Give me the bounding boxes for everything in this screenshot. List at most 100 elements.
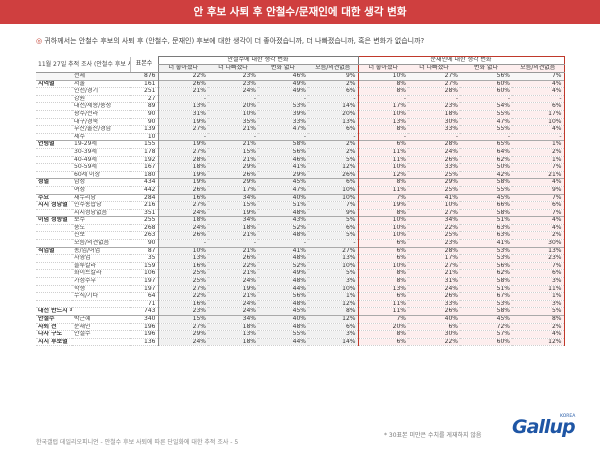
row-sample-size: 196 [130, 330, 158, 339]
row-sample-size: 136 [130, 338, 158, 347]
table-row: 화이트칼라 106 25% 21% 49% 5% 8% 21% 62% 6% [36, 269, 565, 279]
ahn-cell: 14% [308, 338, 358, 347]
ahn-cell: - [157, 133, 208, 142]
ahn-cell: - [308, 95, 358, 104]
moon-cell: 11% [357, 156, 408, 165]
ahn-cell: 6% [308, 178, 358, 187]
row-subgroup: 안철수 [72, 330, 130, 339]
row-sample-size: 87 [130, 246, 158, 256]
moon-cell: 30% [512, 239, 565, 248]
moon-cell: 10% [512, 118, 565, 127]
table-row: 다자 구도 안철수 196 29% 13% 55% 3% 8% 30% 57% 4% [36, 330, 565, 339]
row-sample-size: 216 [130, 201, 158, 210]
moon-cell: 25% [408, 186, 460, 195]
table-row: 주요 새누리당 284 16% 34% 40% 10% 7% 41% 45% 7% [36, 193, 565, 203]
gallup-logo-sub: KOREA [560, 414, 576, 419]
row-category: 주요 [36, 193, 72, 203]
row-sample-size: 71 [130, 300, 158, 309]
ahn-cell: - [208, 133, 258, 142]
row-category [36, 110, 72, 119]
moon-cell: 13% [512, 246, 565, 256]
moon-cell: 60% [460, 338, 512, 347]
col-header-moon-worse: 더 나빠졌다 [408, 64, 460, 73]
moon-cell: 33% [408, 300, 460, 309]
moon-cell: 4% [512, 224, 565, 233]
ahn-cell: 58% [258, 140, 308, 149]
moon-cell: 4% [512, 330, 565, 339]
row-subgroup: 지지정당없음 [72, 209, 130, 218]
row-subgroup: 여성 [72, 186, 130, 195]
ahn-cell: 22% [157, 72, 208, 81]
ahn-cell: 47% [258, 125, 308, 134]
moon-cell: 3% [512, 277, 565, 286]
moon-cell: 10% [408, 201, 460, 210]
row-sample-size: 139 [130, 125, 158, 134]
ahn-cell: 21% [208, 292, 258, 301]
row-category: 직업별 [36, 246, 72, 256]
moon-cell: 26% [408, 156, 460, 165]
ahn-cell: 44% [258, 338, 308, 347]
row-subgroup: 19-29세 [72, 140, 130, 149]
moon-cell: 10% [357, 231, 408, 241]
table-row: 광주/전라 90 31% 10% 39% 20% 10% 18% 55% 17% [36, 110, 565, 119]
row-sample-size: 263 [130, 231, 158, 241]
moon-cell: 33% [408, 125, 460, 134]
ahn-cell: 48% [258, 323, 308, 332]
ahn-cell: 2% [308, 148, 358, 157]
moon-cell: 22% [408, 338, 460, 347]
row-sample-size: 106 [130, 269, 158, 279]
sample-size-header: 표본수 [130, 56, 158, 73]
moon-cell: 60% [460, 87, 512, 96]
moon-cell: - [512, 133, 565, 142]
ahn-cell: 18% [208, 224, 258, 233]
ahn-group-header: 안철수에 대한 생각 변화 [157, 56, 359, 65]
moon-cell: 13% [357, 285, 408, 294]
row-subgroup: 보수 [72, 216, 130, 225]
ahn-cell: 2% [308, 140, 358, 149]
ahn-cell: - [157, 239, 208, 248]
row-sample-size: 159 [130, 262, 158, 271]
moon-cell: - [357, 133, 408, 142]
row-sample-size: 180 [130, 171, 158, 180]
ahn-cell: 49% [258, 269, 308, 279]
row-category: 지지 정당별 [36, 201, 72, 210]
ahn-cell: 5% [308, 156, 358, 165]
moon-cell: 11% [357, 300, 408, 309]
moon-cell: - [460, 133, 512, 142]
ahn-cell: 21% [208, 246, 258, 256]
row-category [36, 186, 72, 195]
table-corner-label: 11월 27일 추적 조사 (안철수 후보 사퇴 후) [36, 56, 131, 73]
moon-cell: 56% [460, 72, 512, 81]
ahn-cell: 56% [258, 292, 308, 301]
row-subgroup: 부산/울산/경남 [72, 125, 130, 134]
ahn-cell: 23% [208, 72, 258, 81]
moon-cell: 6% [357, 338, 408, 347]
row-subgroup [72, 307, 130, 316]
ahn-cell: 6% [308, 125, 358, 134]
col-header-ahn-worse: 더 나빠졌다 [208, 64, 258, 73]
ahn-cell: 44% [258, 285, 308, 294]
table-row: 가정주부 197 25% 24% 48% 3% 8% 31% 58% 3% [36, 277, 565, 286]
question-bullet-icon: ◎ [36, 37, 43, 45]
ahn-cell: - [308, 239, 358, 248]
row-category [36, 87, 72, 96]
table-row: 학생 197 27% 19% 44% 10% 13% 24% 51% 11% [36, 285, 565, 294]
ahn-cell: 29% [258, 171, 308, 180]
row-sample-size: 876 [130, 72, 158, 81]
results-table: 11월 27일 추적 조사 (안철수 후보 사퇴 후) 표본수 안철수에 대한 … [36, 56, 565, 347]
row-sample-size: 197 [130, 285, 158, 294]
moon-cell: 1% [512, 140, 565, 149]
row-subgroup: 인천/경기 [72, 87, 130, 96]
moon-cell: 4% [512, 87, 565, 96]
moon-cell: 30% [408, 118, 460, 127]
table-row-total: 전체 876 22% 23% 46% 9% 10% 27% 56% 7% [36, 72, 565, 81]
row-sample-size: 178 [130, 148, 158, 157]
moon-cell: 58% [460, 277, 512, 286]
table-row: 모름/의견없음 90- - - -6% 23% 41% 30% [36, 239, 565, 248]
moon-cell: 8% [357, 79, 408, 89]
ahn-cell: 9% [308, 209, 358, 218]
moon-cell: 8% [357, 330, 408, 339]
moon-cell: 13% [357, 118, 408, 127]
ahn-cell: 13% [308, 118, 358, 127]
table-row: 직업별 농/임/어업 87 10% 21% 41% 27% 6% 28% 53% 13% [36, 246, 565, 256]
